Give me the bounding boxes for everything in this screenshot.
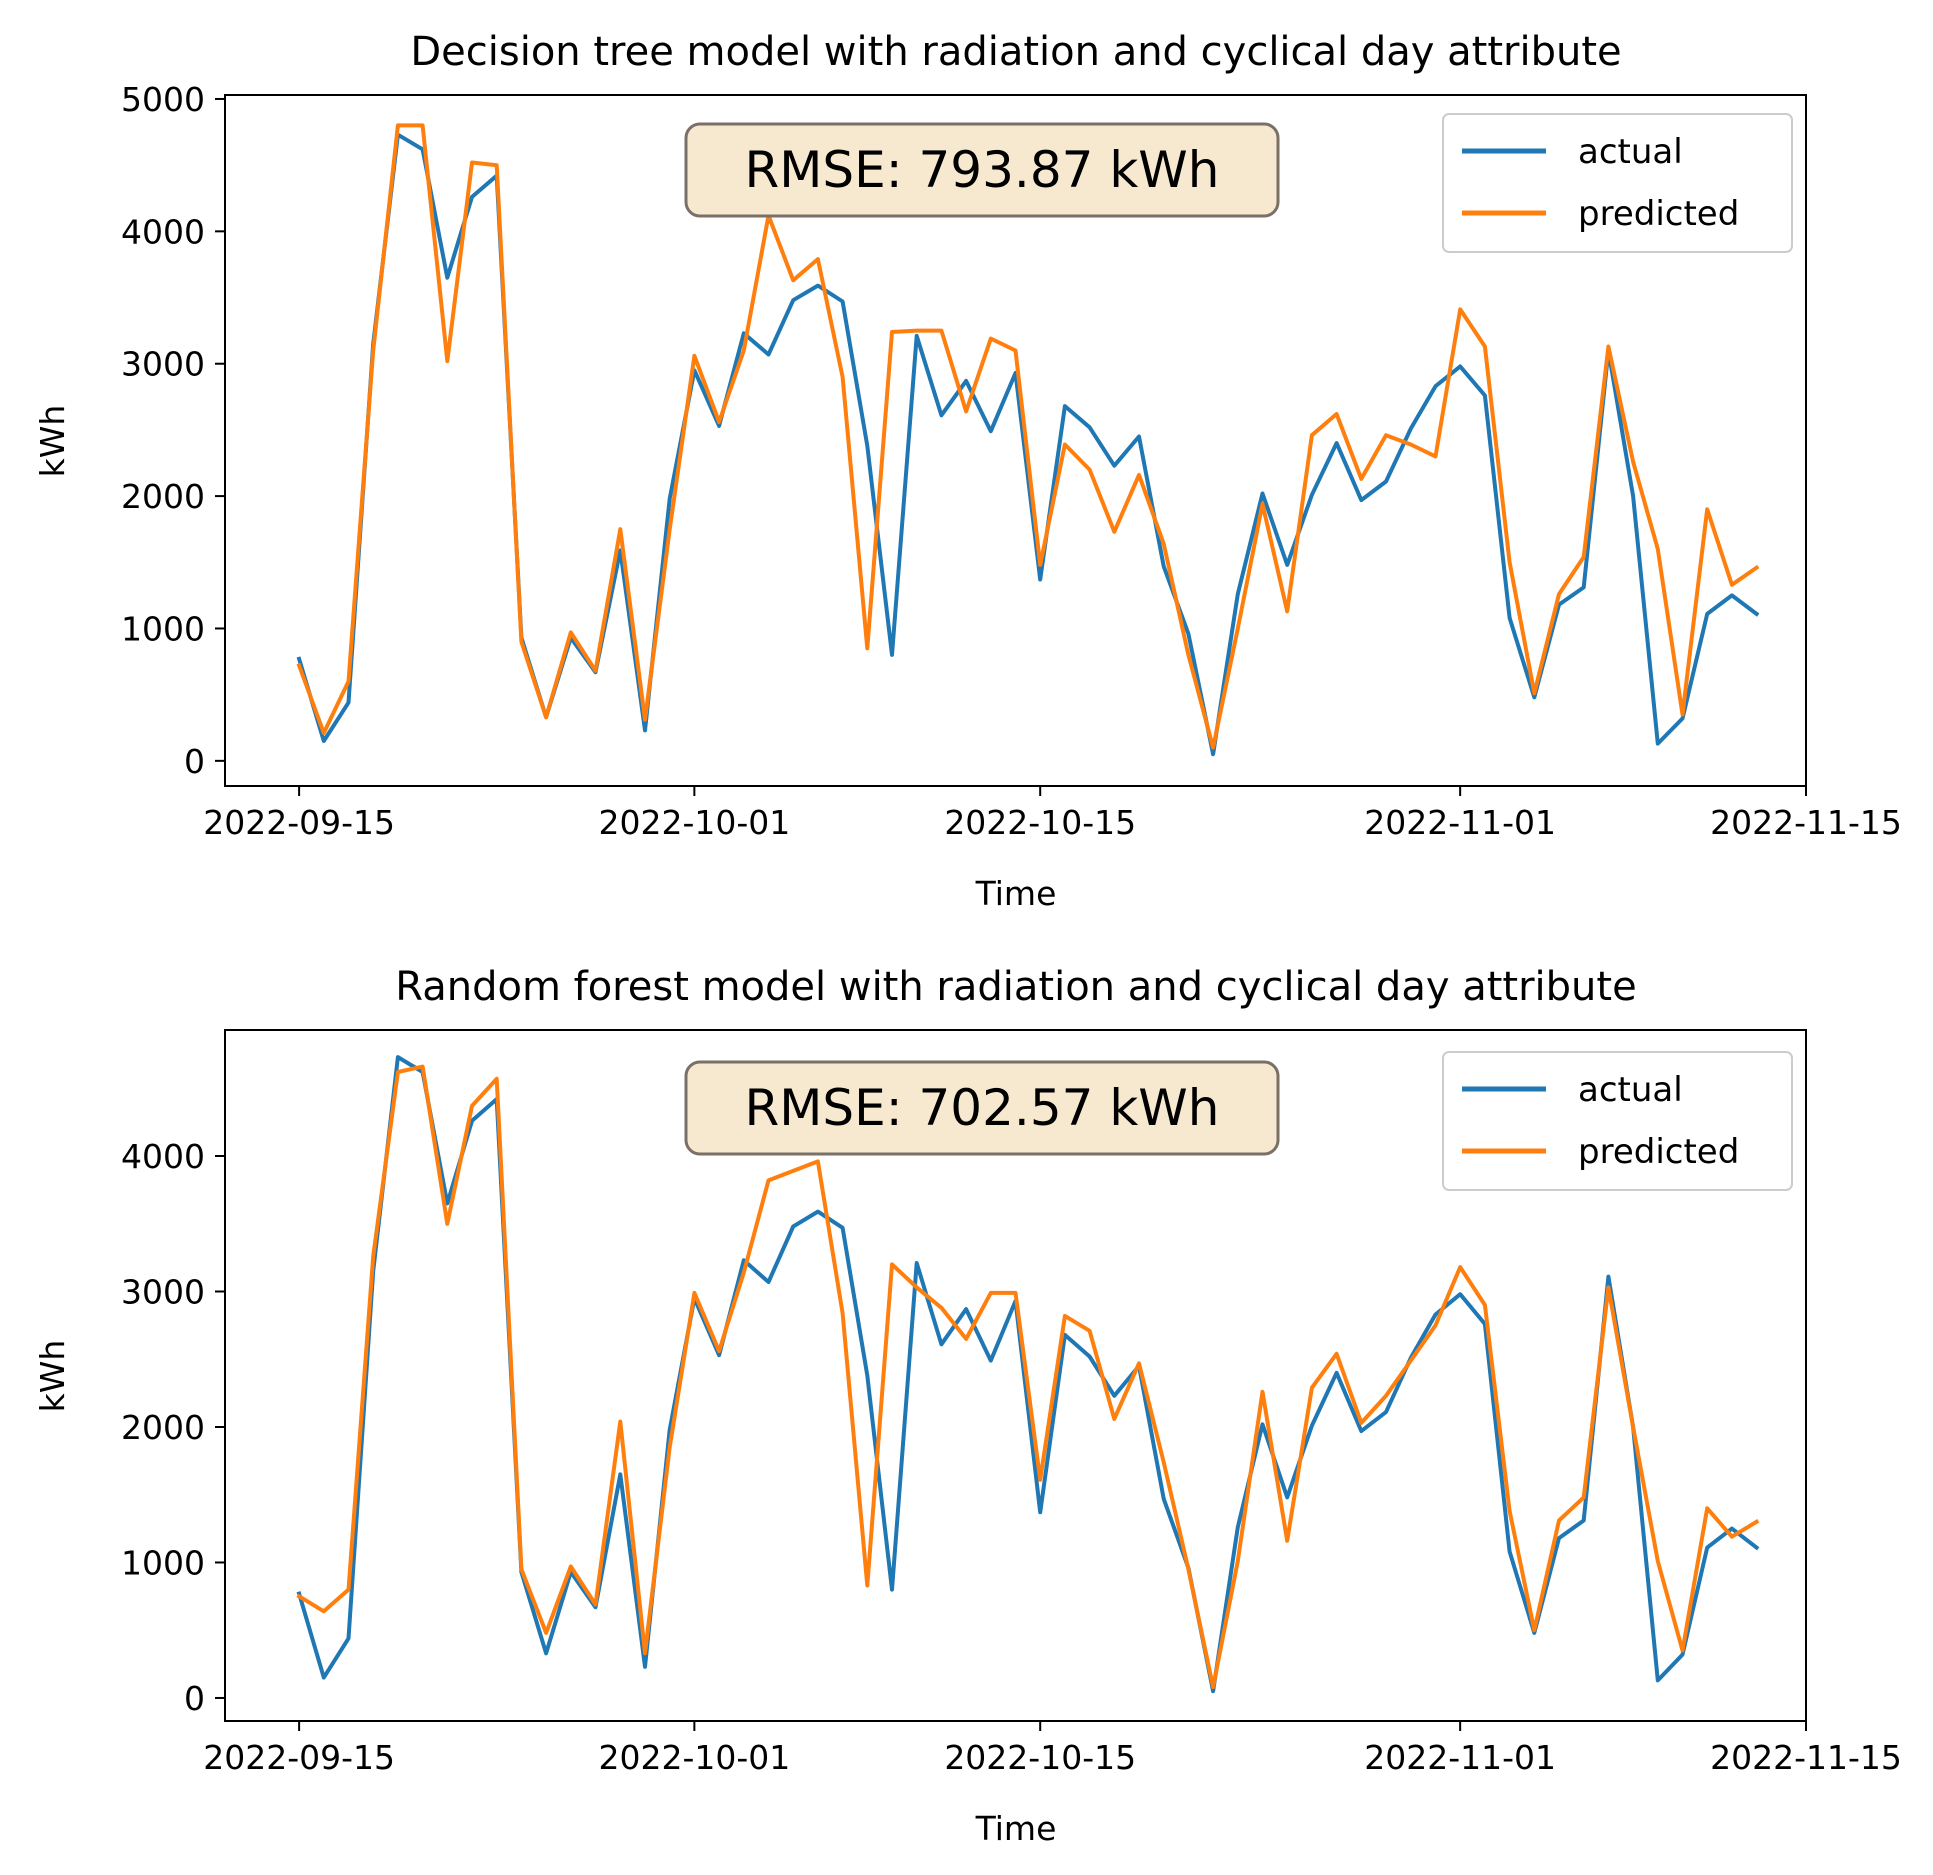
rmse-annotation: RMSE: 702.57 kWh xyxy=(684,1060,1280,1156)
y-axis-label: kWh xyxy=(33,1340,72,1413)
data-lines xyxy=(296,1055,1760,1694)
y-tick-label: 3000 xyxy=(121,1272,205,1311)
x-tick-label: 2022-11-15 xyxy=(1710,803,1902,842)
series-line-predicted xyxy=(296,123,1760,750)
chart-title: Decision tree model with radiation and c… xyxy=(410,29,1621,75)
x-axis-label: Time xyxy=(975,874,1057,913)
y-axis-ticks: 0 1000 2000 3000 4000 xyxy=(121,1137,225,1718)
y-tick-label: 4000 xyxy=(121,1137,205,1176)
rmse-annotation: RMSE: 793.87 kWh xyxy=(684,122,1280,218)
x-axis-ticks: 2022-09-15 2022-10-01 2022-10-15 2022-11-01… xyxy=(203,786,1902,842)
y-tick-label: 0 xyxy=(184,1679,205,1718)
x-tick-label: 2022-10-01 xyxy=(598,803,790,842)
plot-frame xyxy=(224,1029,1807,1722)
y-tick-label: 4000 xyxy=(121,212,205,251)
y-axis-label: kWh xyxy=(33,405,72,478)
legend-label-actual: actual xyxy=(1578,132,1683,172)
legend-label-predicted: predicted xyxy=(1578,194,1739,234)
y-tick-label: 0 xyxy=(184,742,205,781)
rmse-label: RMSE: 793.87 kWh xyxy=(745,141,1220,199)
data-lines xyxy=(296,123,1760,757)
y-tick-label: 1000 xyxy=(121,609,205,648)
y-tick-label: 2000 xyxy=(121,477,205,516)
x-axis-label: Time xyxy=(975,1809,1057,1848)
x-tick-label: 2022-11-01 xyxy=(1364,1738,1556,1777)
x-tick-label: 2022-10-01 xyxy=(598,1738,790,1777)
chart-panel-random-forest: Random forest model with radiation and c… xyxy=(33,964,1902,1848)
legend-label-predicted: predicted xyxy=(1578,1132,1739,1172)
y-tick-label: 3000 xyxy=(121,345,205,384)
legend: actual predicted xyxy=(1442,113,1793,253)
y-tick-label: 2000 xyxy=(121,1408,205,1447)
plot-frame xyxy=(224,94,1807,787)
x-tick-label: 2022-09-15 xyxy=(203,1738,395,1777)
chart-panel-decision-tree: Decision tree model with radiation and c… xyxy=(33,29,1902,913)
legend-label-actual: actual xyxy=(1578,1070,1683,1110)
x-tick-label: 2022-11-01 xyxy=(1364,803,1556,842)
series-line-actual xyxy=(296,1055,1760,1694)
series-line-predicted xyxy=(296,1064,1760,1690)
y-axis-ticks: 0 1000 2000 3000 4000 5000 xyxy=(121,80,225,781)
x-tick-label: 2022-10-15 xyxy=(944,1738,1136,1777)
rmse-box xyxy=(684,122,1280,218)
rmse-box xyxy=(684,1060,1280,1156)
y-tick-label: 1000 xyxy=(121,1543,205,1582)
rmse-label: RMSE: 702.57 kWh xyxy=(745,1079,1220,1137)
legend: actual predicted xyxy=(1442,1051,1793,1191)
chart-title: Random forest model with radiation and c… xyxy=(395,964,1636,1010)
x-tick-label: 2022-10-15 xyxy=(944,803,1136,842)
x-tick-label: 2022-09-15 xyxy=(203,803,395,842)
x-axis-ticks: 2022-09-15 2022-10-01 2022-10-15 2022-11-01… xyxy=(203,1721,1902,1777)
y-tick-label: 5000 xyxy=(121,80,205,119)
x-tick-label: 2022-11-15 xyxy=(1710,1738,1902,1777)
